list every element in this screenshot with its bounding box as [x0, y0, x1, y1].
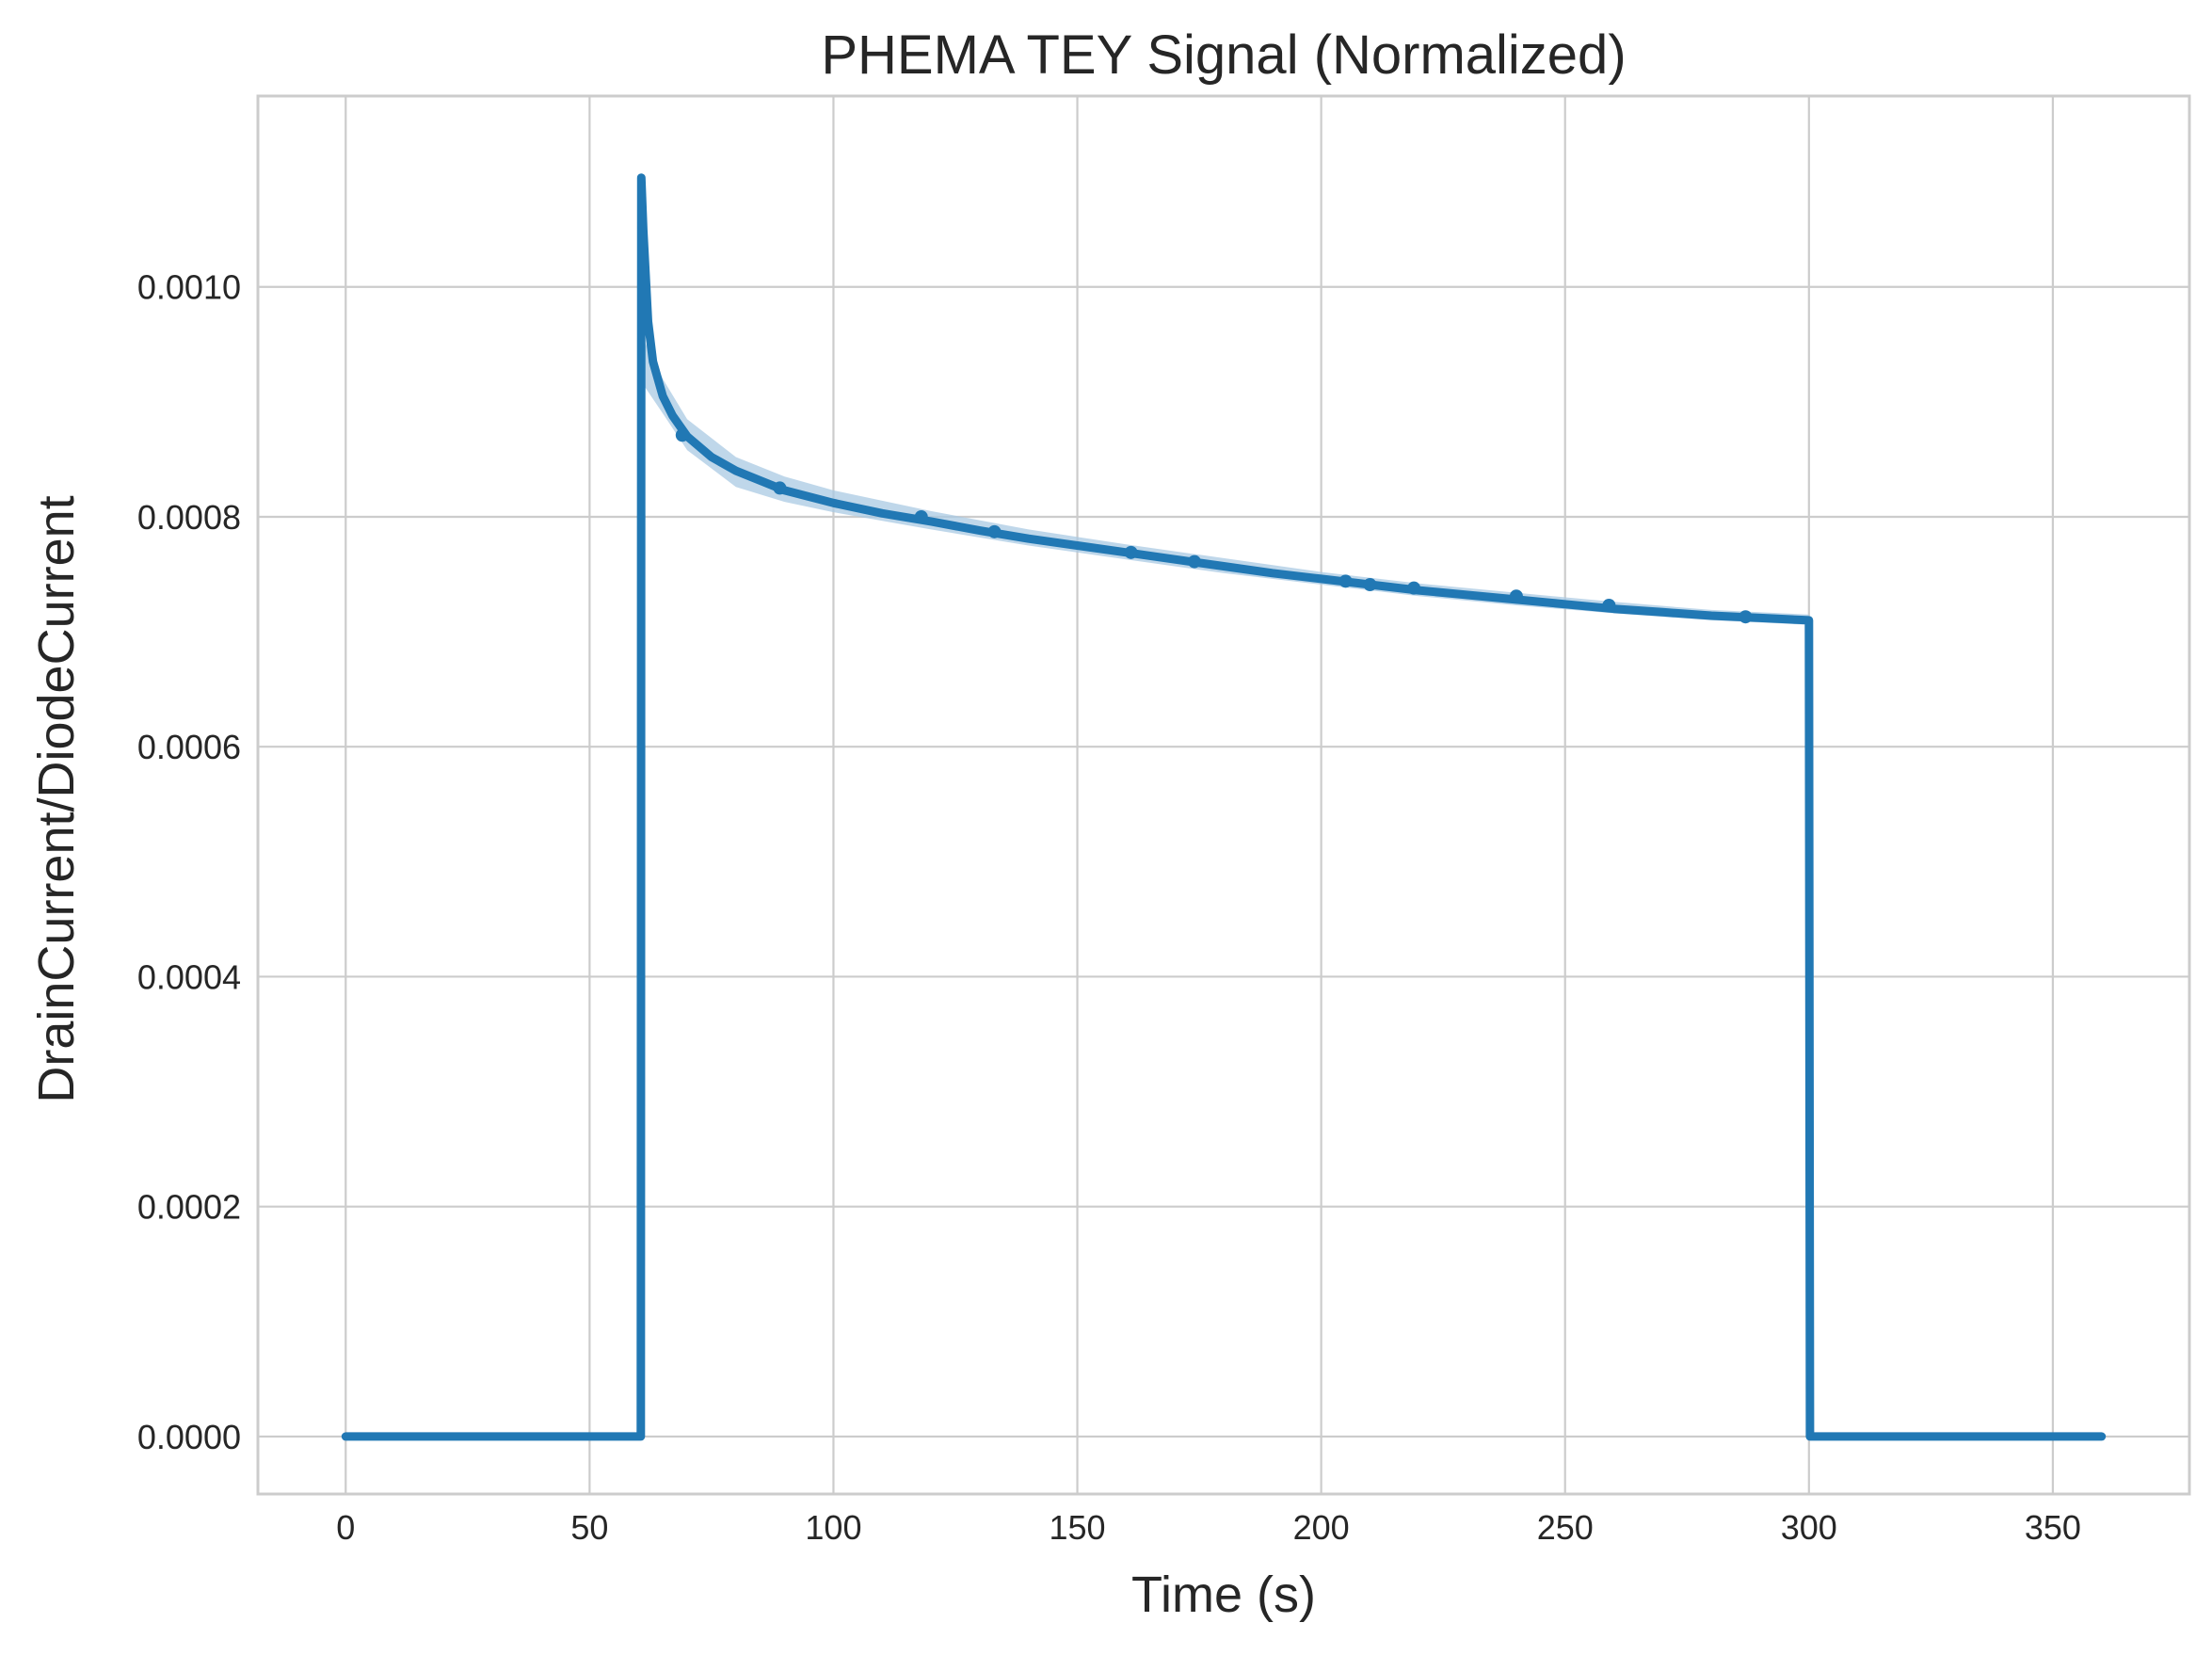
y-tick-label: 0.0002 [137, 1188, 241, 1227]
chart-title: PHEMA TEY Signal (Normalized) [821, 24, 1626, 86]
data-point [675, 428, 689, 442]
data-point [1124, 545, 1138, 559]
tick-labels: 0 50 100 150 200 250 300 350 0.0000 0.0002 0.0004 0… [137, 268, 2081, 1547]
x-tick-label: 50 [570, 1508, 608, 1547]
data-point [1602, 598, 1616, 612]
y-tick-label: 0.0008 [137, 498, 241, 537]
y-tick-label: 0.0006 [137, 728, 241, 766]
data-point [773, 481, 787, 495]
data-point [914, 509, 928, 523]
x-tick-label: 150 [1050, 1508, 1106, 1547]
series-line-layer [341, 173, 2107, 1441]
data-point [1187, 554, 1201, 569]
y-tick-label: 0.0010 [137, 268, 241, 307]
data-point [987, 524, 1002, 538]
y-axis-label: DrainCurrent/DiodeCurrent [28, 495, 85, 1102]
data-point [1338, 574, 1353, 588]
x-tick-label: 200 [1293, 1508, 1350, 1547]
data-point [1739, 610, 1753, 624]
x-tick-label: 350 [2025, 1508, 2081, 1547]
y-tick-label: 0.0000 [137, 1418, 241, 1456]
x-axis-label: Time (s) [1131, 1567, 1316, 1623]
y-tick-label: 0.0004 [137, 957, 241, 996]
marker-layer [675, 428, 1753, 624]
x-tick-label: 0 [336, 1508, 355, 1547]
x-tick-label: 250 [1537, 1508, 1594, 1547]
plot-frame [256, 94, 2191, 1496]
data-point [1509, 589, 1523, 603]
grid [258, 96, 2189, 1494]
data-point [1407, 581, 1421, 595]
x-tick-label: 100 [805, 1508, 861, 1547]
x-tick-label: 300 [1781, 1508, 1837, 1547]
series-line [341, 173, 2107, 1441]
data-point [1363, 578, 1377, 592]
